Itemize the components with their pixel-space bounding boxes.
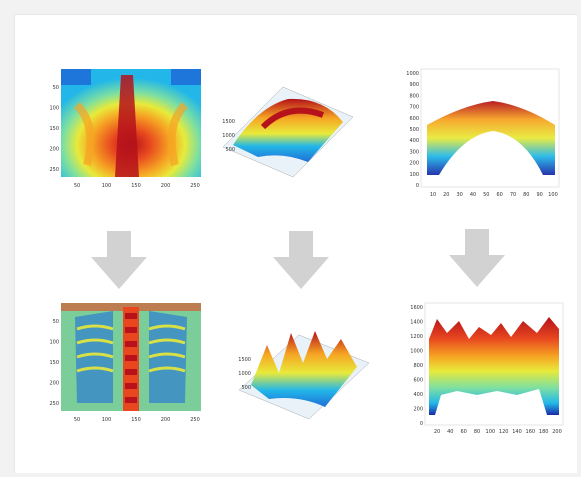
x-tick-label: 100	[102, 417, 112, 423]
figure-card: 50 100 150 200 250 50 100 150 200 250 1500 1000 500	[14, 14, 577, 473]
y-tick-label: 150	[49, 126, 59, 132]
x-tick-label: 80	[523, 192, 529, 198]
y-tick-label: 100	[49, 106, 59, 112]
x-tick-label: 50	[74, 183, 80, 189]
y-tick-label: 300	[409, 149, 419, 155]
x-tick-label: 60	[461, 429, 467, 435]
x-tick-label: 250	[190, 417, 200, 423]
y-tick-label: 400	[409, 138, 419, 144]
x-tick-label: 140	[512, 429, 522, 435]
y-tick-label: 600	[413, 378, 423, 384]
x-tick-label: 40	[447, 429, 453, 435]
y-tick-label: 150	[49, 360, 59, 366]
y-tick-label: 250	[49, 401, 59, 407]
y-tick-label: 100	[409, 172, 419, 178]
y-tick-label: 700	[409, 105, 419, 111]
heatmap-bottom-left: 50 100 150 200 250 50 100 150 200 250	[47, 299, 207, 427]
x-tick-label: 20	[443, 192, 449, 198]
x-tick-label: 150	[131, 417, 141, 423]
heatmap-top-left: 50 100 150 200 250 50 100 150 200 250	[47, 65, 207, 193]
y-tick-label: 0	[420, 421, 423, 427]
x-tick-label: 80	[474, 429, 480, 435]
x-tick-label: 100	[548, 192, 558, 198]
x-tick-label: 100	[486, 429, 496, 435]
x-tick-label: 120	[499, 429, 509, 435]
surface-bottom-middle: 1500 1000 500	[229, 315, 379, 433]
y-tick-label: 800	[413, 363, 423, 369]
z-tick-label: 1500	[222, 119, 235, 125]
z-tick-label: 1500	[238, 357, 251, 363]
y-tick-label: 1400	[410, 320, 423, 326]
surface-top-right: 1000 900 800 700 600 500 400 300 200 100 0 10 20 30 40…	[403, 65, 563, 200]
y-tick-label: 250	[49, 167, 59, 173]
x-tick-label: 160	[526, 429, 536, 435]
y-tick-label: 400	[413, 392, 423, 398]
x-tick-label: 40	[470, 192, 476, 198]
y-tick-label: 0	[416, 183, 419, 189]
x-tick-label: 20	[434, 429, 440, 435]
z-tick-label: 1000	[238, 371, 251, 377]
y-tick-label: 500	[409, 127, 419, 133]
down-arrow-icon	[273, 231, 329, 289]
x-tick-label: 150	[131, 183, 141, 189]
x-tick-label: 200	[552, 429, 562, 435]
y-tick-label: 50	[53, 85, 59, 91]
y-tick-label: 200	[49, 147, 59, 153]
y-tick-label: 200	[409, 161, 419, 167]
x-tick-label: 90	[537, 192, 543, 198]
down-arrow-icon	[91, 231, 147, 289]
surface-top-middle: 1500 1000 500	[213, 77, 363, 195]
y-tick-label: 1000	[406, 71, 419, 77]
x-tick-label: 250	[190, 183, 200, 189]
surface-bottom-right: 1600 1400 1200 1000 800 600 400 200 0 20 40 60 80 100…	[407, 299, 567, 437]
down-arrow-icon	[449, 229, 505, 287]
y-tick-label: 900	[409, 82, 419, 88]
y-tick-label: 1600	[410, 305, 423, 311]
y-tick-label: 1200	[410, 334, 423, 340]
y-tick-label: 200	[413, 407, 423, 413]
x-tick-label: 200	[161, 183, 171, 189]
x-tick-label: 60	[497, 192, 503, 198]
x-tick-label: 50	[74, 417, 80, 423]
y-tick-label: 50	[53, 319, 59, 325]
x-tick-label: 100	[102, 183, 112, 189]
x-tick-label: 30	[457, 192, 463, 198]
y-tick-label: 800	[409, 93, 419, 99]
x-tick-label: 50	[483, 192, 489, 198]
y-tick-label: 100	[49, 340, 59, 346]
z-tick-label: 1000	[222, 133, 235, 139]
y-tick-label: 600	[409, 116, 419, 122]
x-tick-label: 180	[539, 429, 549, 435]
x-tick-label: 70	[510, 192, 516, 198]
x-tick-label: 10	[430, 192, 436, 198]
y-tick-label: 1000	[410, 349, 423, 355]
z-tick-label: 500	[225, 147, 235, 153]
y-tick-label: 200	[49, 381, 59, 387]
z-tick-label: 500	[241, 385, 251, 391]
x-tick-label: 200	[161, 417, 171, 423]
